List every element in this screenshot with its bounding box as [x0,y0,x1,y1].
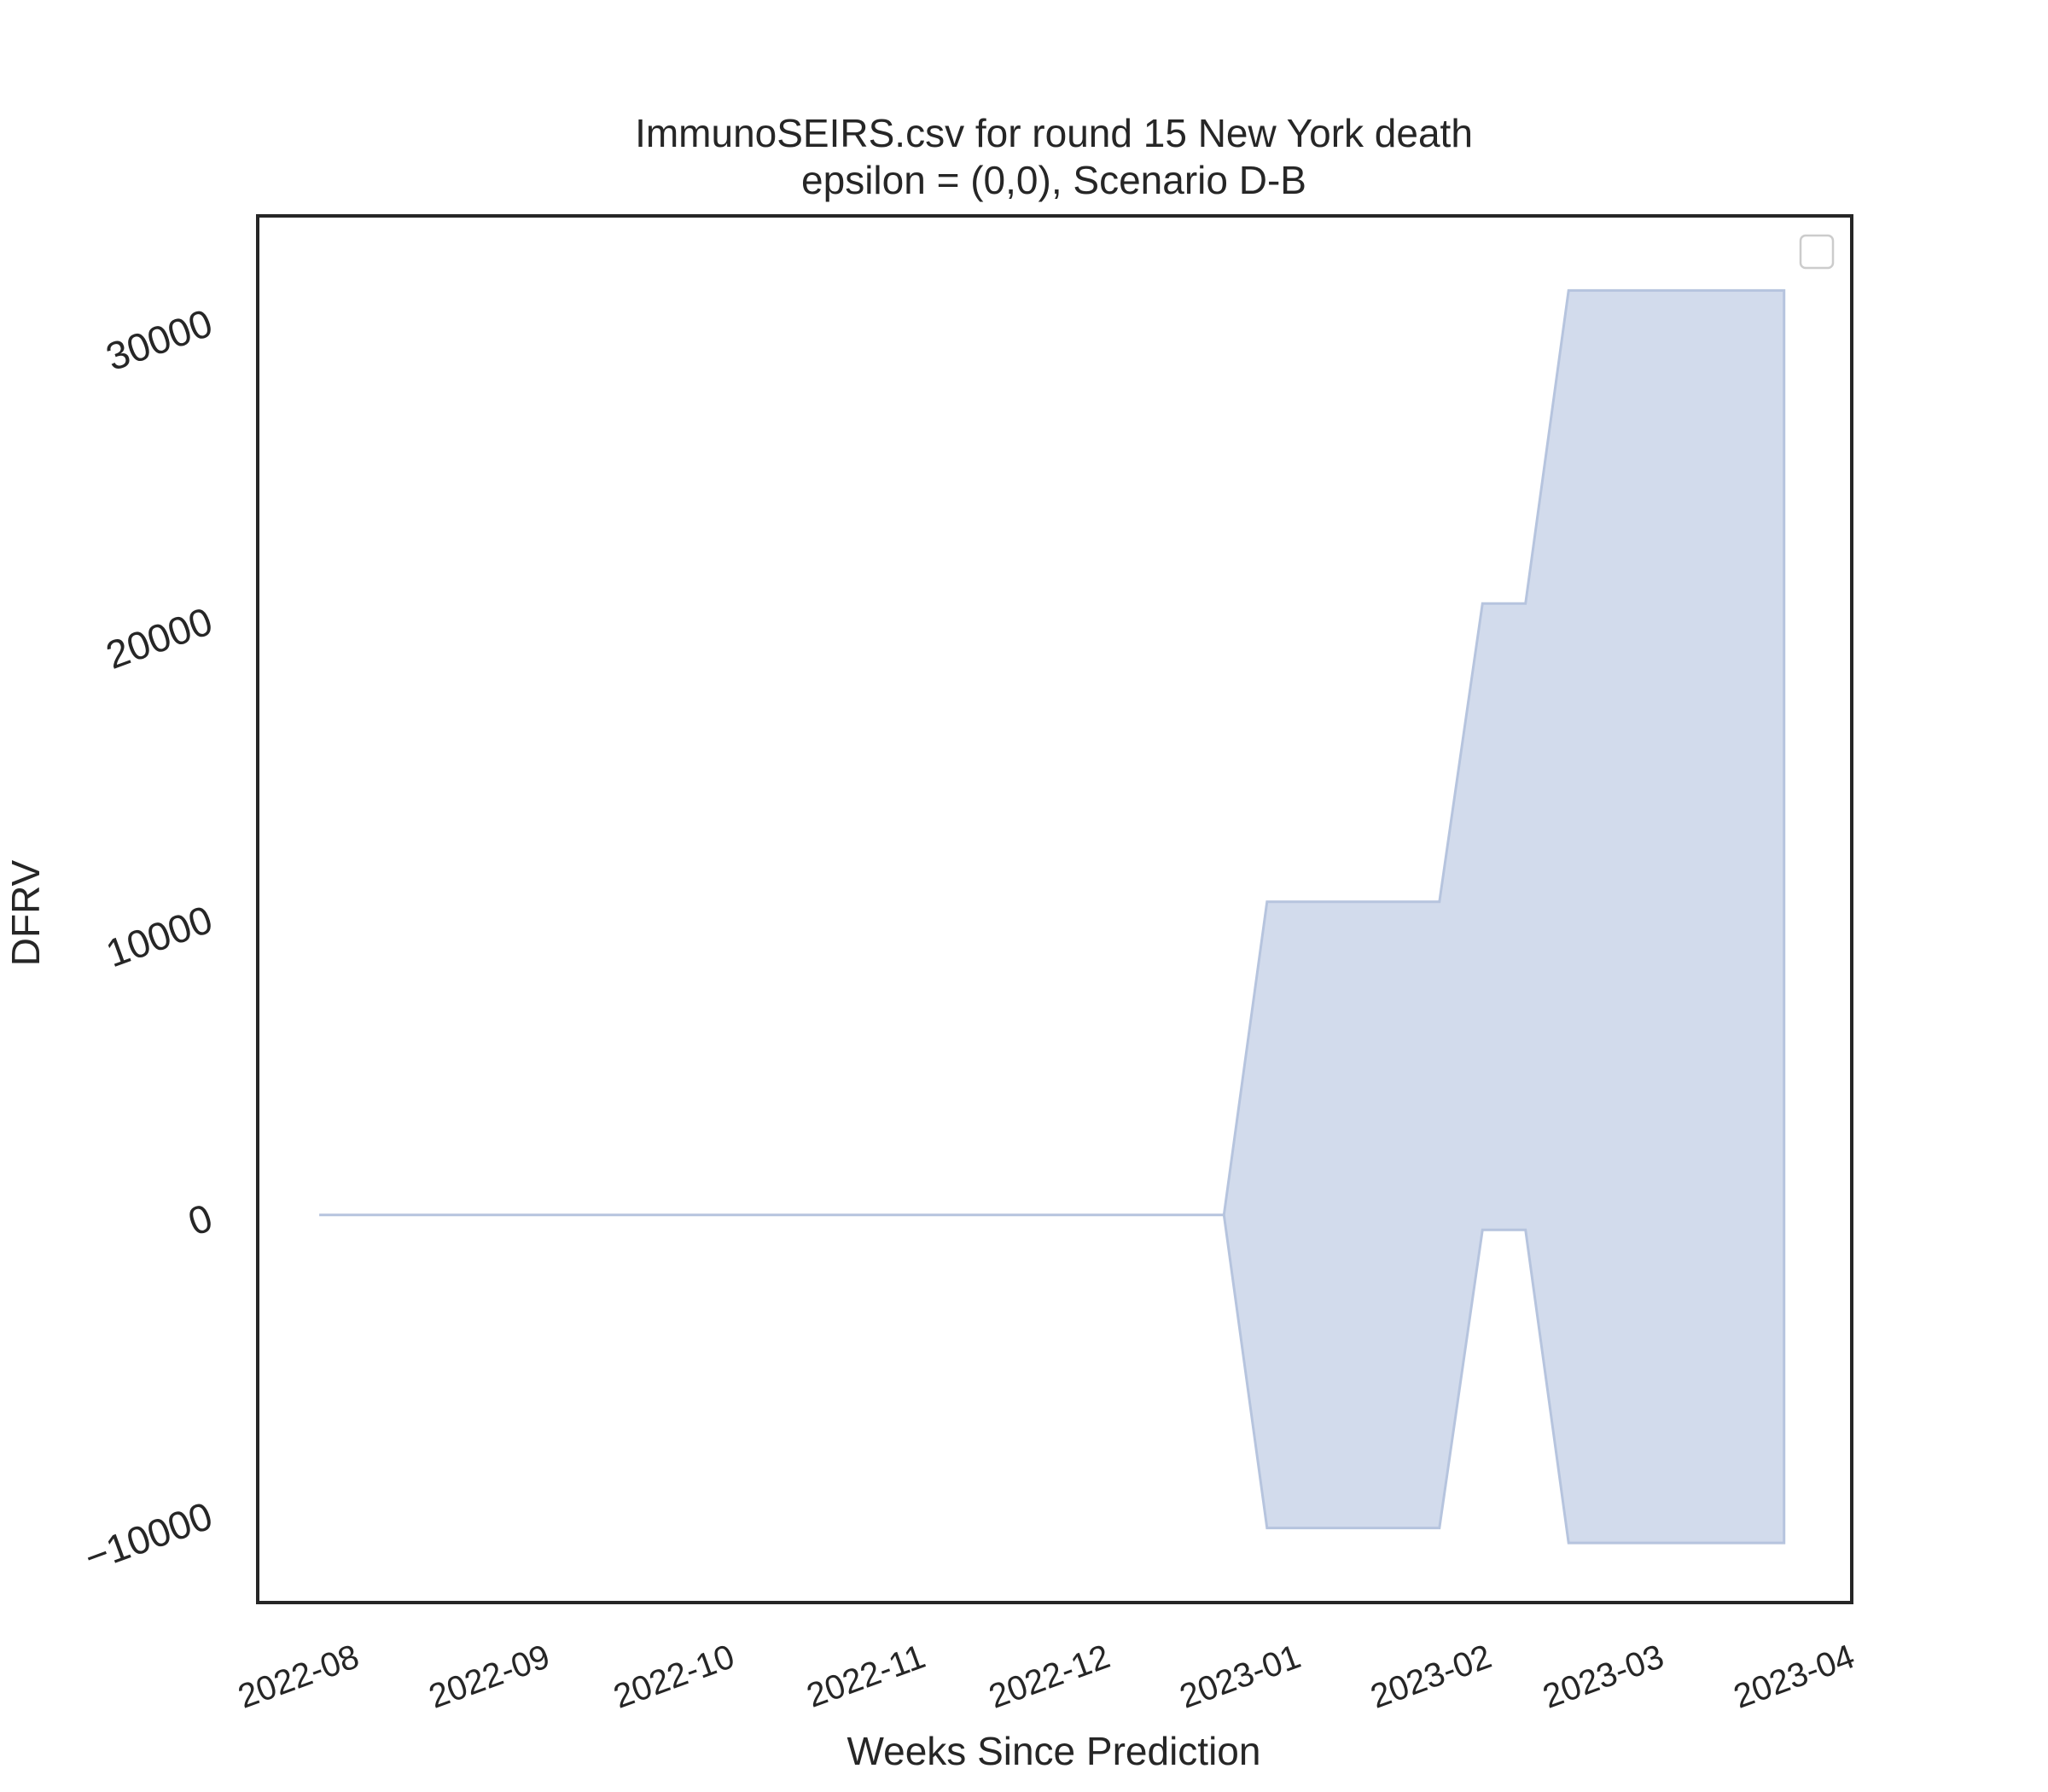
chart-title: ImmunoSEIRS.csv for round 15 New York de… [635,111,1473,155]
y-axis-label: DFRV [3,859,48,966]
y-tick-label: 0 [183,1195,218,1244]
x-tick-label: 2022-10 [608,1638,739,1716]
x-axis-label: Weeks Since Prediction [847,1729,1261,1773]
y-tick-label: −10000 [79,1493,218,1580]
chart-subtitle: epsilon = (0,0), Scenario D-B [801,158,1306,202]
x-tick-label: 2023-02 [1365,1638,1496,1716]
x-tick-label: 2022-08 [233,1638,364,1716]
confidence-band [319,288,1786,1545]
y-tick-label: 10000 [100,897,218,976]
x-tick-label: 2022-09 [424,1638,555,1716]
x-tick-label: 2022-12 [984,1638,1114,1716]
x-tick-label: 2023-03 [1538,1638,1668,1716]
band-area [319,288,1786,1545]
x-tick-label: 2023-04 [1729,1638,1859,1716]
y-axis-ticks: −10000 0 10000 20000 30000 [79,300,218,1580]
x-tick-label: 2023-01 [1175,1638,1306,1716]
y-tick-label: 30000 [100,300,218,380]
legend-box [1799,234,1835,270]
x-tick-label: 2022-11 [802,1638,930,1715]
x-axis-ticks: 2022-08 2022-09 2022-10 2022-11 2022-12 2023-… [233,1638,1859,1716]
plot-frame [256,214,1853,1604]
y-tick-label: 20000 [100,598,218,678]
